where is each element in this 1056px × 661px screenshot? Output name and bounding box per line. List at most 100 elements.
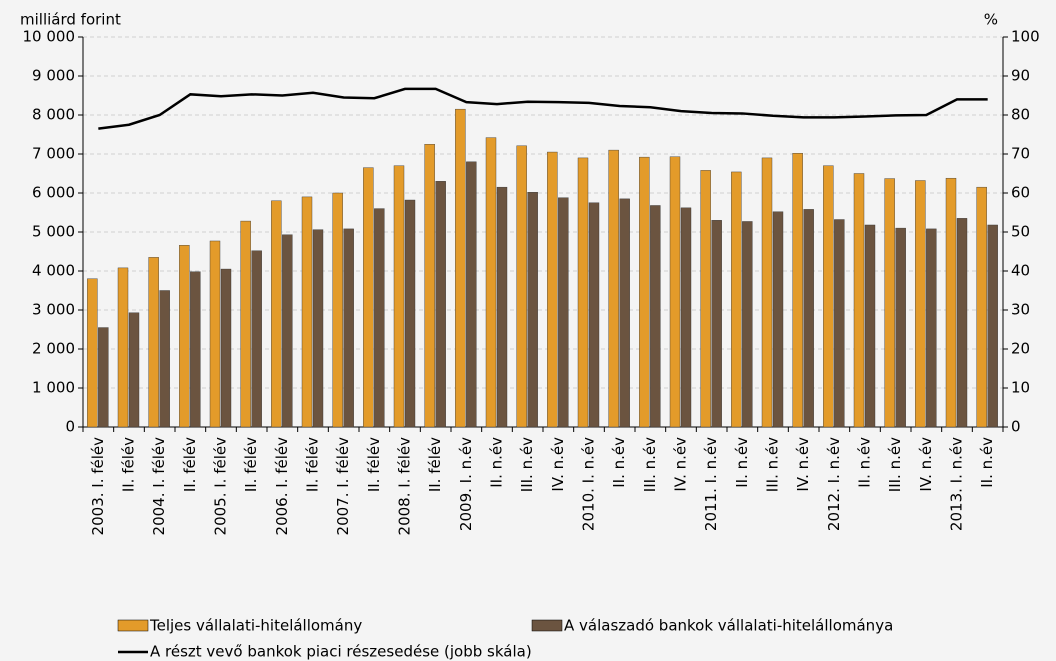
bar	[251, 250, 262, 428]
x-tick-label: 2007. I. félév	[334, 437, 352, 536]
bar	[435, 181, 446, 428]
bar	[159, 290, 170, 428]
bar	[956, 218, 968, 428]
bar	[374, 208, 385, 428]
bar	[190, 271, 201, 428]
bar	[148, 257, 159, 428]
bar	[976, 186, 987, 428]
y2-tick-label: 100	[1011, 28, 1040, 46]
bar	[639, 156, 650, 428]
x-tick-label: 2009. I. n.év	[457, 437, 475, 531]
bar	[608, 149, 619, 428]
bar	[619, 198, 630, 428]
bar	[577, 157, 589, 428]
bar	[312, 229, 324, 428]
x-tick-label: II. félév	[304, 437, 322, 492]
bar	[823, 165, 834, 428]
bar	[240, 220, 251, 428]
x-tick-label: II. félév	[242, 437, 260, 492]
bar	[516, 145, 527, 428]
bar	[424, 144, 435, 428]
bar	[282, 234, 293, 428]
x-tick-label: 2005. I. félév	[212, 437, 230, 536]
y-tick-label: 8 000	[32, 106, 75, 124]
y2-tick-label: 10	[1011, 379, 1030, 397]
y-tick-label: 1 000	[32, 379, 75, 397]
bar	[731, 171, 742, 428]
x-tick-label: 2011. I. n.év	[702, 437, 720, 531]
bar	[179, 245, 190, 428]
x-tick-label: 2006. I. félév	[273, 437, 291, 536]
bar	[650, 205, 661, 428]
bar	[884, 178, 895, 428]
x-tick-label: III. n.év	[641, 437, 659, 492]
y-tick-label: 5 000	[32, 223, 75, 241]
x-tick-label: III. n.év	[886, 437, 904, 492]
bar	[588, 202, 600, 428]
bar	[772, 211, 784, 428]
x-tick-label: II. n.év	[610, 437, 628, 488]
bar	[558, 197, 569, 428]
x-tick-label: 2013. I. n.év	[948, 437, 966, 531]
legend-label: A részt vevő bankok piaci részesedése (j…	[150, 643, 532, 661]
y-tick-label: 0	[65, 418, 75, 436]
x-tick-label: II. félév	[181, 437, 199, 492]
y2-axis-label: %	[984, 11, 998, 29]
bar	[271, 200, 282, 428]
y-tick-label: 7 000	[32, 145, 75, 163]
bar	[853, 173, 865, 428]
bar	[128, 312, 140, 428]
x-tick-label: IV. n.év	[549, 437, 567, 492]
y-tick-label: 10 000	[23, 28, 76, 46]
legend: Teljes vállalati-hitelállomány A válasza…	[117, 617, 893, 661]
x-tick-label: II. félév	[120, 437, 138, 492]
x-tick-label: IV. n.év	[917, 437, 935, 492]
y2-tick-label: 80	[1011, 106, 1030, 124]
x-tick-label: II. félév	[365, 437, 383, 492]
bar	[363, 167, 374, 428]
bar	[527, 192, 538, 428]
bar	[393, 165, 405, 428]
bar	[455, 108, 466, 428]
bar	[711, 220, 722, 428]
bar	[669, 156, 681, 428]
line	[98, 87, 988, 130]
y-tick-label: 3 000	[32, 301, 75, 319]
bar	[466, 161, 477, 428]
bar	[792, 153, 803, 428]
y-tick-label: 4 000	[32, 262, 75, 280]
y-tick-label: 9 000	[32, 67, 75, 85]
bar	[987, 224, 998, 428]
x-tick-label: II. n.év	[978, 437, 996, 488]
x-tick-label: III. n.év	[764, 437, 782, 492]
x-tick-label: 2004. I. félév	[150, 437, 168, 536]
x-tick-label: II. n.év	[856, 437, 874, 488]
x-tick-label: II. n.év	[733, 437, 751, 488]
y2-tick-label: 40	[1011, 262, 1030, 280]
bar	[895, 227, 906, 428]
bar	[87, 278, 98, 428]
bar	[98, 327, 109, 428]
x-tick-label: III. n.év	[518, 437, 536, 492]
bar	[404, 199, 416, 428]
x-tick-label: II. n.év	[488, 437, 506, 488]
bar	[803, 209, 814, 428]
bar	[485, 137, 497, 428]
legend-label: A válaszadó bankok vállalati-hitelállomá…	[564, 617, 893, 635]
y-tick-label: 6 000	[32, 184, 75, 202]
y2-tick-label: 60	[1011, 184, 1030, 202]
x-tick-label: IV. n.év	[794, 437, 812, 492]
x-tick-label: 2012. I. n.év	[825, 437, 843, 531]
bar	[343, 228, 354, 428]
bar	[209, 240, 221, 428]
legend-swatch	[117, 619, 149, 632]
bar	[926, 228, 937, 428]
bar	[496, 186, 508, 428]
x-tick-label: 2003. I. félév	[89, 437, 107, 536]
y-tick-label: 2 000	[32, 340, 75, 358]
bar	[547, 151, 558, 428]
y2-tick-label: 0	[1011, 418, 1021, 436]
x-tick-label: 2010. I. n.év	[580, 437, 598, 531]
bar	[915, 180, 926, 428]
